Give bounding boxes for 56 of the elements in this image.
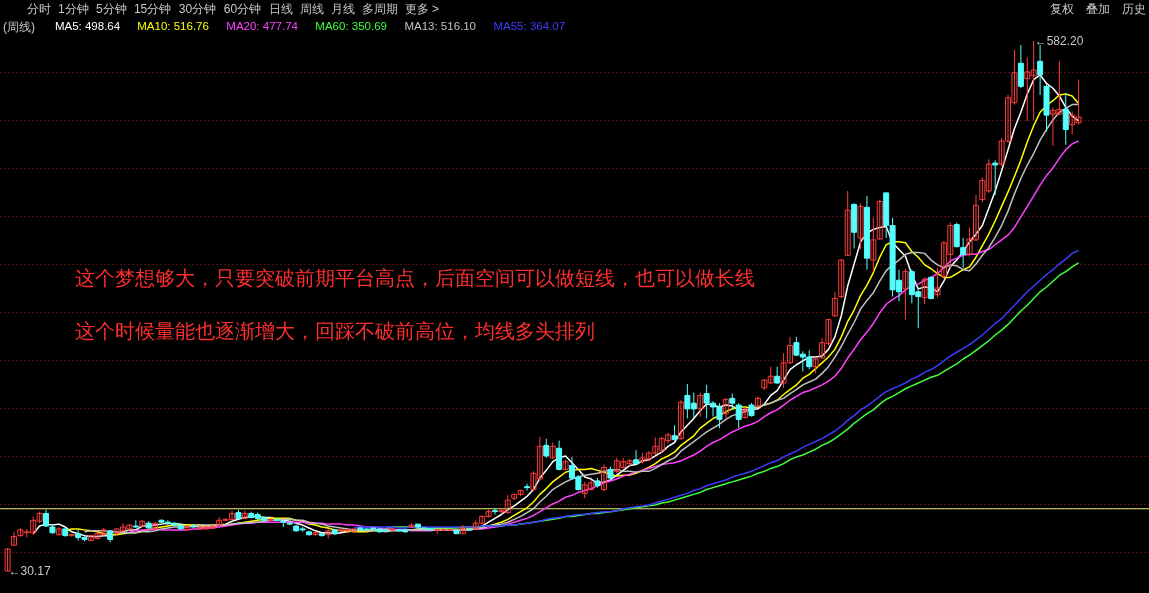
candlestick [934, 267, 941, 299]
annotation: 这个时候量能也逐渐增大，回踩不破前高位，均线多头排列 [75, 320, 595, 342]
candlestick [491, 508, 498, 516]
annotation: ←582.20 [1034, 34, 1084, 48]
candlestick [1037, 44, 1044, 96]
candlestick [838, 258, 845, 299]
text: 多周期 [361, 2, 398, 16]
annotation: ←30.17 [8, 564, 51, 578]
candlestick [55, 526, 62, 537]
candlestick [697, 392, 704, 418]
text: MA13: 516.10 [404, 20, 477, 32]
text: 15分钟 [133, 2, 172, 16]
candlestick [953, 222, 960, 249]
candlestick [844, 190, 851, 256]
text: MA20: 477.74 [226, 20, 299, 32]
candlestick [543, 438, 550, 459]
text: 日线 [268, 2, 293, 16]
candlestick [677, 399, 684, 441]
text: 月线 [330, 2, 355, 16]
candlestick [241, 510, 248, 520]
candlestick [960, 237, 967, 269]
text: 叠加 [1086, 2, 1110, 16]
candlestick [4, 547, 11, 572]
candlestick [857, 202, 864, 251]
candlestick [601, 464, 607, 492]
text: 历史 [1122, 2, 1146, 16]
candlestick [921, 276, 928, 305]
candlestick [556, 440, 563, 471]
text: 1分钟 [58, 2, 89, 16]
text: 分时 [27, 2, 51, 16]
candlestick [754, 395, 761, 408]
text: MA60: 350.69 [315, 20, 387, 32]
candlestick [742, 406, 749, 420]
candlestick [722, 397, 729, 420]
candlestick [10, 531, 17, 546]
text: MA55: 364.07 [493, 20, 566, 32]
text: 60分钟 [223, 2, 262, 16]
candlestick [524, 483, 531, 492]
text: MA10: 516.76 [137, 20, 209, 32]
text: 30分钟 [178, 2, 217, 16]
annotation: 这个梦想够大，只要突破前期平台高点，后面空间可以做短线，也可以做长线 [75, 267, 755, 289]
text: MA5: 498.64 [54, 20, 121, 32]
candlestick [902, 268, 909, 321]
text: 更多 > [404, 2, 440, 16]
candlestick [459, 524, 466, 535]
candlestick [1062, 92, 1069, 146]
text: 5分钟 [95, 2, 127, 16]
candlestick [735, 402, 742, 429]
candlestick [1017, 44, 1024, 89]
candlestick [633, 449, 640, 466]
text: 复权 [1050, 2, 1074, 16]
text: 周线 [299, 2, 324, 16]
candlestick [152, 521, 159, 531]
candlestick [831, 291, 838, 318]
candlestick [992, 159, 999, 196]
chart-title: (周线) [3, 20, 35, 34]
